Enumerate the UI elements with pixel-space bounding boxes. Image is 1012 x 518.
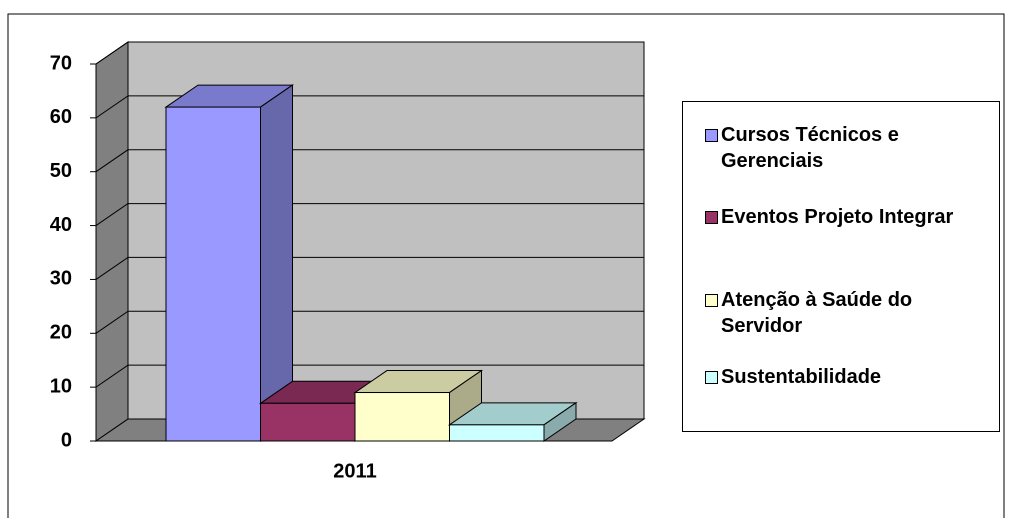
- legend-swatch: [705, 294, 718, 307]
- side-wall: [95, 41, 129, 442]
- legend-item: Cursos Técnicos e Gerenciais: [705, 122, 991, 174]
- grid-line: [95, 310, 129, 334]
- legend-label: Cursos Técnicos e Gerenciais: [721, 124, 899, 172]
- legend-label: Sustentabilidade: [721, 366, 882, 388]
- bar: [354, 392, 450, 442]
- grid-line: [95, 364, 129, 388]
- x-tick-label: 2011: [333, 460, 376, 482]
- legend-item: Atenção à Saúde do Servidor: [705, 287, 991, 339]
- bar: [165, 106, 261, 442]
- legend-item: Sustentabilidade: [705, 364, 991, 390]
- bar: [260, 402, 356, 442]
- bar: [449, 424, 545, 442]
- y-tick-label: 70: [50, 52, 72, 74]
- grid-line: [95, 41, 129, 65]
- grid-line: [95, 149, 129, 173]
- y-tick-label: 0: [61, 429, 72, 451]
- y-tick-label: 60: [50, 106, 72, 128]
- grid-line: [95, 203, 129, 226]
- legend: Cursos Técnicos e Gerenciais Eventos Proj…: [682, 101, 1000, 432]
- grid-line: [95, 95, 129, 119]
- legend-item: Eventos Projeto Integrar: [705, 204, 991, 230]
- grid-line: [95, 257, 129, 280]
- y-tick-label: 30: [50, 268, 72, 290]
- y-tick-label: 10: [50, 375, 72, 397]
- y-tick-label: 50: [50, 160, 72, 182]
- legend-label: Eventos Projeto Integrar: [721, 206, 954, 228]
- legend-swatch: [705, 129, 718, 142]
- legend-label: Atenção à Saúde do Servidor: [721, 289, 913, 337]
- legend-swatch: [705, 211, 718, 224]
- y-tick-label: 40: [50, 214, 72, 236]
- legend-swatch: [705, 371, 718, 384]
- y-tick-label: 20: [50, 322, 72, 344]
